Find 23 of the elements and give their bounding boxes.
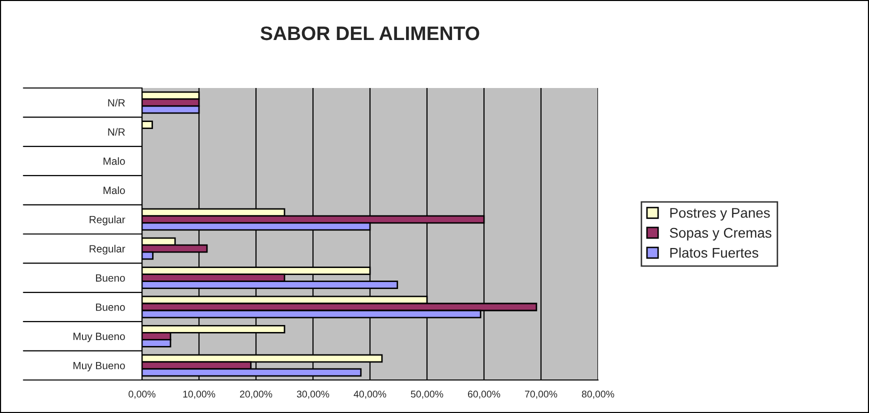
x-tick-label: 70,00% xyxy=(525,390,558,399)
x-tick-label: 20,00% xyxy=(240,390,272,399)
y-tick-label: Bueno xyxy=(96,304,125,311)
y-tick-label: Bueno xyxy=(96,274,125,282)
y-tick-label: N/R xyxy=(108,98,125,106)
y-tick-label: Muy Bueno xyxy=(73,332,125,342)
y-tick-label: Malo xyxy=(104,186,125,194)
y-tick-label: Muy Bueno xyxy=(73,362,125,372)
x-tick-label: 30,00% xyxy=(296,390,330,399)
chart-title: SABOR DEL ALIMENTO xyxy=(260,26,480,40)
x-tick-label: 80,00% xyxy=(582,390,614,399)
y-tick-label: N/R xyxy=(108,128,125,136)
x-tick-label: 10,00% xyxy=(183,390,216,399)
x-tick-label: 0,00% xyxy=(128,390,156,399)
x-tick-label: 50,00% xyxy=(410,390,444,399)
legend-label: Postres y Panes xyxy=(670,208,770,221)
legend-label: Platos Fuertes xyxy=(670,248,758,258)
y-tick-label: Regular xyxy=(90,216,126,226)
legend-label: Sopas y Cremas xyxy=(670,228,772,241)
x-tick-label: 60,00% xyxy=(468,390,500,399)
x-tick-label: 40,00% xyxy=(354,390,386,399)
y-tick-label: Regular xyxy=(90,244,126,255)
y-tick-label: Malo xyxy=(104,157,125,165)
